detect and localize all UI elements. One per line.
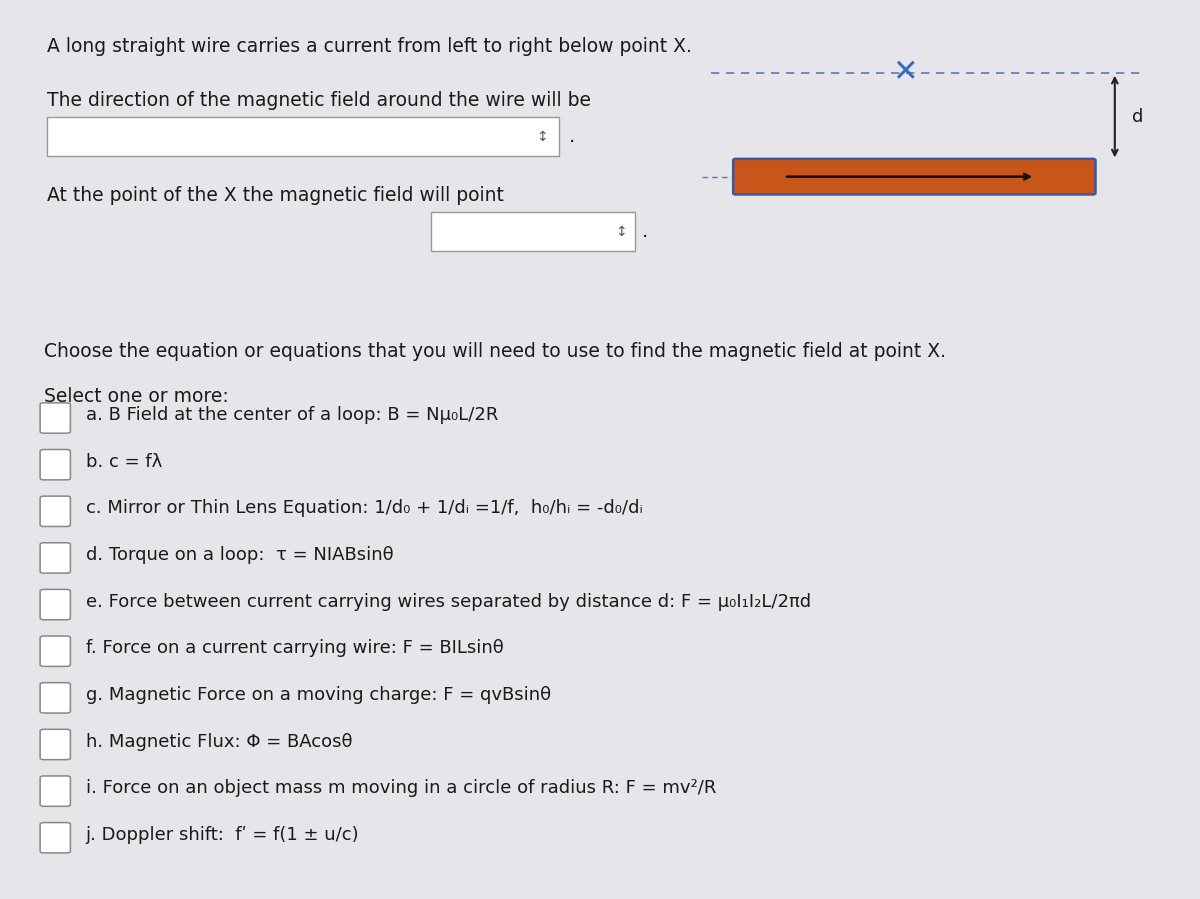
- Text: .: .: [569, 127, 575, 147]
- FancyBboxPatch shape: [40, 729, 71, 760]
- FancyBboxPatch shape: [40, 403, 71, 433]
- Text: b. c = fλ: b. c = fλ: [85, 453, 162, 471]
- Text: At the point of the X the magnetic field will point: At the point of the X the magnetic field…: [47, 185, 504, 205]
- Text: ↕: ↕: [616, 225, 626, 238]
- Text: ✕: ✕: [892, 58, 918, 87]
- Text: Choose the equation or equations that you will need to use to find the magnetic : Choose the equation or equations that yo…: [43, 343, 946, 361]
- Text: d. Torque on a loop:  τ = NIABsinθ: d. Torque on a loop: τ = NIABsinθ: [85, 546, 394, 565]
- Text: e. Force between current carrying wires separated by distance d: F = μ₀I₁I₂L/2πd: e. Force between current carrying wires …: [85, 592, 811, 610]
- FancyBboxPatch shape: [431, 212, 635, 251]
- Text: .: .: [642, 222, 648, 241]
- FancyBboxPatch shape: [40, 543, 71, 574]
- FancyBboxPatch shape: [40, 636, 71, 666]
- Text: d: d: [1132, 108, 1144, 126]
- Text: a. B Field at the center of a loop: B = Nμ₀L/2R: a. B Field at the center of a loop: B = …: [85, 406, 498, 424]
- FancyBboxPatch shape: [47, 118, 559, 156]
- Text: h. Magnetic Flux: Φ = BAcosθ: h. Magnetic Flux: Φ = BAcosθ: [85, 733, 352, 751]
- Text: Select one or more:: Select one or more:: [43, 387, 228, 406]
- Text: j. Doppler shift:  fʹ = f(1 ± u/c): j. Doppler shift: fʹ = f(1 ± u/c): [85, 826, 359, 844]
- Text: i. Force on an object mass m moving in a circle of radius R: F = mv²/R: i. Force on an object mass m moving in a…: [85, 779, 716, 797]
- FancyBboxPatch shape: [40, 823, 71, 853]
- Text: c. Mirror or Thin Lens Equation: 1/d₀ + 1/dᵢ =1/f,  h₀/hᵢ = -d₀/dᵢ: c. Mirror or Thin Lens Equation: 1/d₀ + …: [85, 500, 642, 518]
- FancyBboxPatch shape: [40, 496, 71, 527]
- Text: g. Magnetic Force on a moving charge: F = qvBsinθ: g. Magnetic Force on a moving charge: F …: [85, 686, 551, 704]
- Text: The direction of the magnetic field around the wire will be: The direction of the magnetic field arou…: [47, 91, 592, 110]
- FancyBboxPatch shape: [40, 776, 71, 806]
- FancyBboxPatch shape: [40, 450, 71, 480]
- FancyBboxPatch shape: [40, 590, 71, 619]
- Text: f. Force on a current carrying wire: F = BILsinθ: f. Force on a current carrying wire: F =…: [85, 639, 503, 657]
- Text: ↕: ↕: [536, 129, 547, 144]
- Text: A long straight wire carries a current from left to right below point X.: A long straight wire carries a current f…: [47, 37, 692, 57]
- FancyBboxPatch shape: [40, 682, 71, 713]
- FancyBboxPatch shape: [733, 159, 1096, 194]
